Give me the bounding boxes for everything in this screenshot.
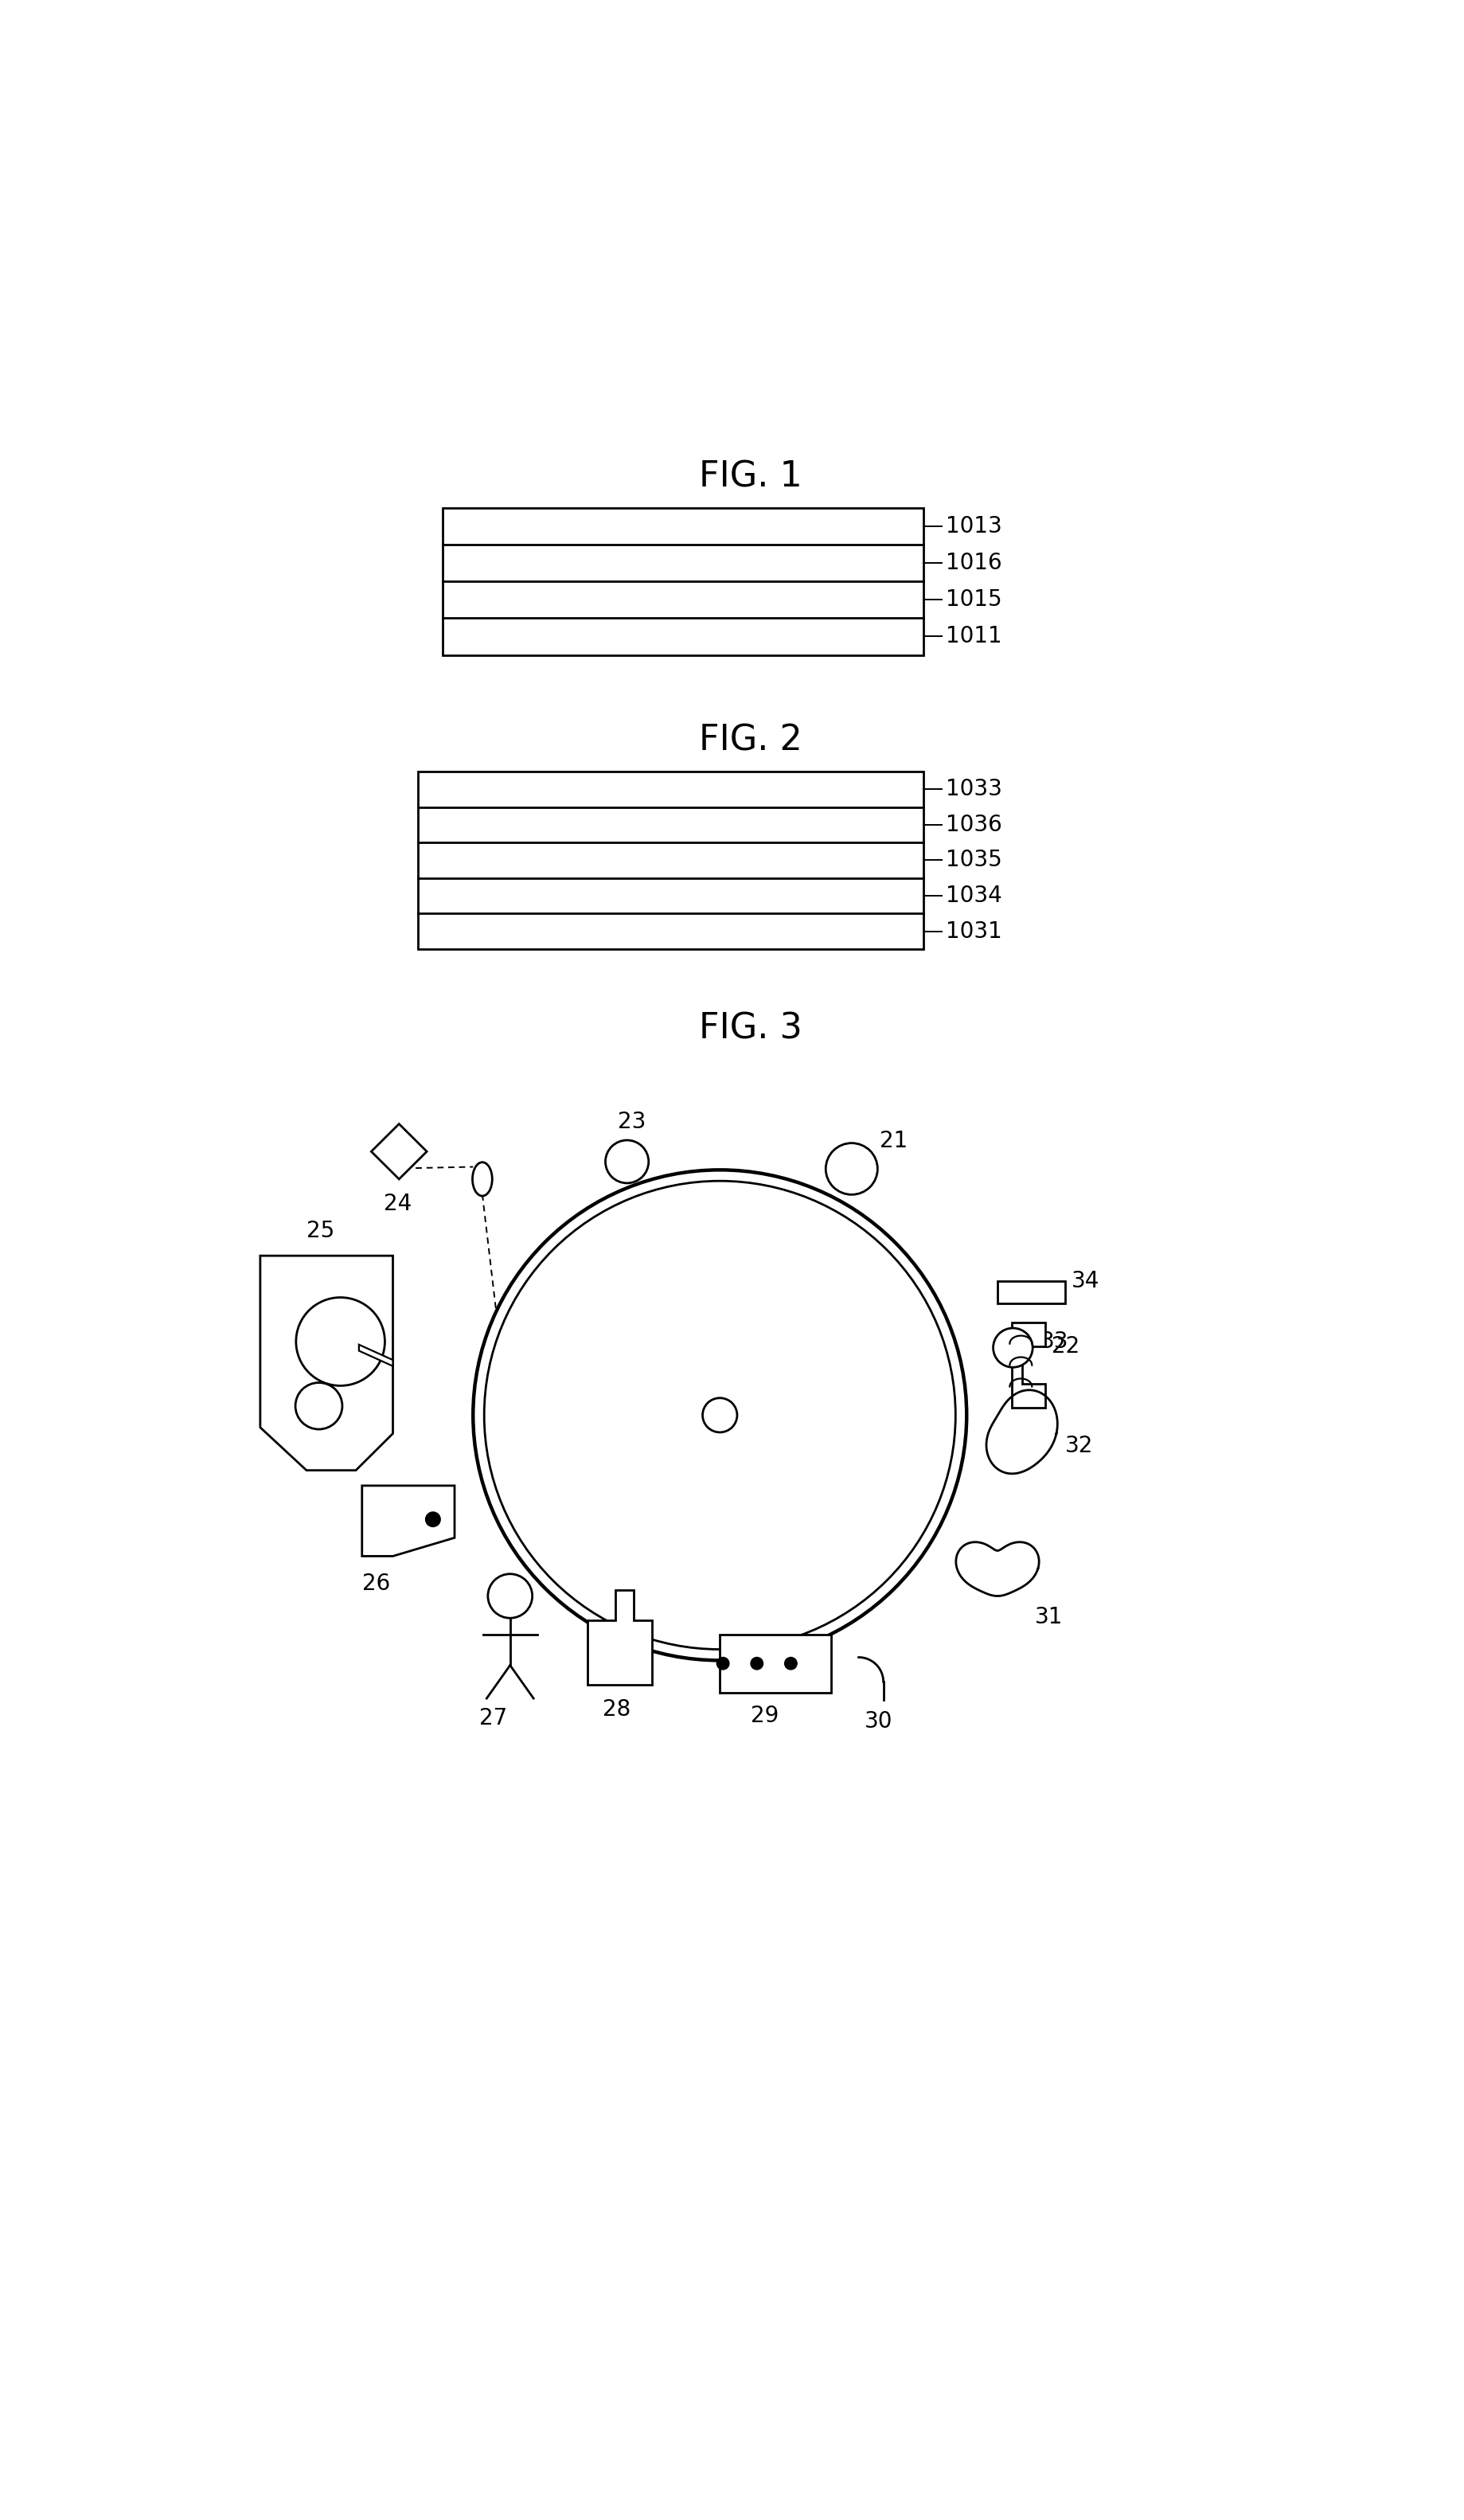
Polygon shape: [362, 1487, 454, 1557]
Circle shape: [485, 1182, 955, 1648]
Polygon shape: [359, 1346, 392, 1366]
Text: 1033: 1033: [946, 779, 1001, 801]
Text: 25: 25: [306, 1220, 334, 1242]
Text: 1015: 1015: [946, 590, 1001, 610]
Text: 21: 21: [878, 1129, 908, 1152]
Circle shape: [296, 1383, 343, 1429]
Text: 23: 23: [618, 1111, 646, 1134]
Text: 1035: 1035: [946, 849, 1001, 872]
Text: FIG. 1: FIG. 1: [698, 461, 802, 494]
Text: 29: 29: [751, 1704, 779, 1726]
Text: 1036: 1036: [946, 814, 1001, 837]
Text: 28: 28: [602, 1698, 631, 1721]
Circle shape: [703, 1399, 736, 1431]
Text: 1011: 1011: [946, 625, 1001, 648]
Text: 30: 30: [864, 1711, 893, 1734]
Text: 1031: 1031: [946, 920, 1001, 942]
Circle shape: [426, 1512, 441, 1527]
Bar: [719, 1635, 830, 1693]
Text: 24: 24: [384, 1192, 411, 1215]
Circle shape: [785, 1658, 796, 1671]
Ellipse shape: [473, 1162, 492, 1197]
Bar: [997, 1283, 1064, 1303]
Text: FIG. 2: FIG. 2: [698, 723, 802, 759]
Polygon shape: [985, 1391, 1057, 1474]
Circle shape: [473, 1169, 966, 1661]
Bar: [417, 771, 922, 950]
Bar: [442, 509, 922, 655]
Polygon shape: [370, 1124, 426, 1179]
Text: 1034: 1034: [946, 885, 1001, 907]
Circle shape: [605, 1139, 649, 1182]
Text: 32: 32: [1064, 1434, 1094, 1457]
Circle shape: [716, 1658, 729, 1671]
Polygon shape: [1012, 1323, 1045, 1409]
Text: FIG. 3: FIG. 3: [698, 1013, 802, 1046]
Text: 34: 34: [1072, 1270, 1099, 1293]
Circle shape: [826, 1144, 877, 1194]
Circle shape: [488, 1575, 531, 1618]
Polygon shape: [587, 1590, 651, 1686]
Text: 1016: 1016: [946, 552, 1001, 575]
Text: 31: 31: [1034, 1605, 1061, 1628]
Text: 1013: 1013: [946, 514, 1001, 537]
Circle shape: [993, 1328, 1032, 1368]
Text: 33: 33: [1039, 1331, 1069, 1353]
Text: 22: 22: [1051, 1336, 1079, 1358]
Text: 27: 27: [479, 1709, 507, 1729]
Text: 26: 26: [362, 1572, 389, 1595]
Polygon shape: [261, 1255, 392, 1469]
Polygon shape: [956, 1542, 1038, 1595]
Circle shape: [296, 1298, 385, 1386]
Circle shape: [751, 1658, 763, 1671]
